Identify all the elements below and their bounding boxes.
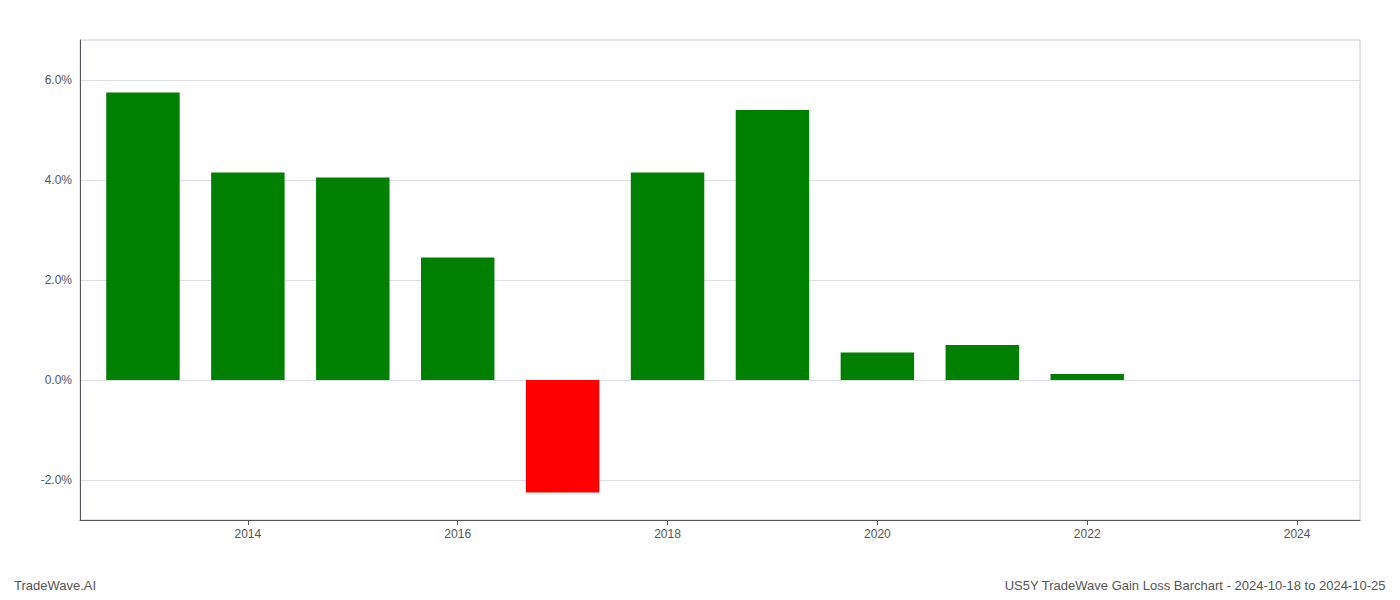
svg-text:4.0%: 4.0% <box>45 173 73 187</box>
svg-text:US5Y TradeWave Gain Loss Barch: US5Y TradeWave Gain Loss Barchart - 2024… <box>1005 578 1386 593</box>
svg-text:2020: 2020 <box>864 527 891 541</box>
svg-text:2014: 2014 <box>235 527 262 541</box>
svg-text:0.0%: 0.0% <box>45 373 73 387</box>
svg-text:2024: 2024 <box>1284 527 1311 541</box>
svg-text:2.0%: 2.0% <box>45 273 73 287</box>
svg-text:-2.0%: -2.0% <box>41 473 73 487</box>
svg-text:2022: 2022 <box>1074 527 1101 541</box>
svg-text:TradeWave.AI: TradeWave.AI <box>14 578 96 593</box>
svg-text:2018: 2018 <box>654 527 681 541</box>
svg-text:6.0%: 6.0% <box>45 73 73 87</box>
svg-text:2016: 2016 <box>444 527 471 541</box>
